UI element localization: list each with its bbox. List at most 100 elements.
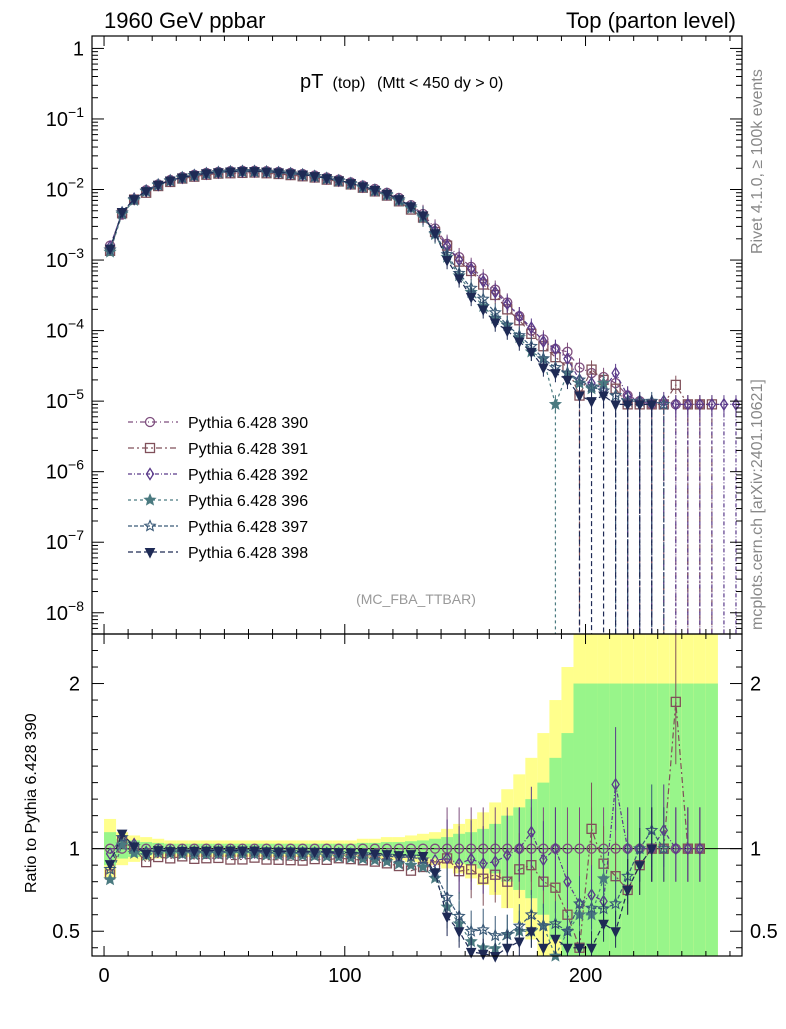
legend-marker (143, 519, 157, 532)
ratio-y-tick-label-right: 2 (750, 674, 761, 696)
ratio-y-tick-label: 0.5 (52, 921, 80, 943)
data-point (345, 179, 357, 190)
data-point (152, 180, 164, 192)
series-ratio-5 (104, 807, 658, 963)
ratio-point (105, 847, 115, 861)
ratio-point (104, 860, 116, 871)
ratio-point (550, 934, 561, 946)
ratio-point (164, 847, 176, 858)
ratio-point (249, 846, 260, 858)
y-tick-label: 10−6 (46, 457, 84, 484)
ratio-point (140, 849, 152, 861)
ratio-point (128, 842, 140, 853)
y-tick-label: 10−7 (46, 527, 84, 554)
data-point (646, 400, 658, 411)
data-point (357, 182, 369, 193)
ratio-point (598, 919, 609, 931)
ratio-point (538, 943, 549, 955)
ratio-point (501, 943, 513, 955)
ratio-series-line (109, 832, 653, 957)
ratio-point (404, 858, 418, 871)
series-line (109, 170, 652, 405)
data-point (201, 169, 212, 180)
ratio-point (551, 841, 560, 856)
y-tick-label: 10−2 (46, 175, 84, 202)
ratio-point (514, 937, 525, 949)
series-main-0 (104, 165, 706, 634)
ratio-point (261, 847, 272, 859)
ratio-point (550, 882, 561, 893)
ratio-point (609, 896, 623, 910)
data-point (671, 397, 681, 412)
legend-marker (145, 467, 155, 481)
data-point (501, 326, 513, 338)
data-point (586, 397, 597, 408)
y-tick-label: 10−1 (46, 104, 84, 131)
ratio-point (429, 843, 441, 854)
legend-marker (143, 493, 157, 506)
ratio-point (584, 901, 599, 914)
data-point (466, 262, 476, 276)
ratio-point (103, 862, 117, 875)
ratio-point (381, 850, 393, 861)
ratio-point (515, 841, 524, 856)
ratio-point (297, 847, 308, 859)
data-point (369, 185, 381, 197)
data-point (574, 391, 585, 403)
ratio-y-axis-label: Ratio to Pythia 6.428 390 (23, 713, 40, 893)
ratio-point (465, 947, 477, 959)
x-tick-label: 100 (328, 965, 361, 987)
legend-label: Pythia 6.428 390 (188, 415, 308, 432)
ratio-point (345, 848, 357, 860)
plot-title-cut: (Mtt < 450 dy > 0) (377, 75, 503, 92)
data-point (584, 379, 599, 393)
y-tick-label: 10−4 (46, 316, 84, 343)
data-point (309, 172, 320, 183)
ratio-point (563, 874, 572, 889)
ratio-point (671, 841, 681, 856)
data-point (503, 297, 512, 311)
ratio-point (369, 849, 381, 861)
ratio-point (488, 928, 502, 942)
ratio-point (201, 846, 212, 858)
data-point (572, 372, 587, 386)
ratio-point (380, 854, 394, 868)
data-point (550, 369, 561, 380)
data-point (622, 400, 633, 411)
data-point (465, 292, 477, 304)
legend-entry: Pythia 6.428 390 (128, 415, 308, 432)
ratio-point (103, 872, 117, 886)
ratio-point (489, 952, 501, 963)
ratio-point (441, 912, 453, 924)
ratio-point (357, 849, 369, 860)
legend-entry: Pythia 6.428 391 (128, 441, 308, 458)
ratio-point (333, 848, 345, 859)
ratio-point (454, 856, 464, 871)
data-point (128, 195, 140, 206)
plot-title-sub: (top) (333, 75, 366, 92)
legend-entry: Pythia 6.428 396 (128, 493, 308, 510)
ratio-y-tick-label-right: 1 (750, 839, 761, 861)
analysis-label: (MC_FBA_TTBAR) (356, 591, 476, 607)
ratio-point (273, 847, 284, 859)
data-point (237, 167, 248, 178)
ratio-point (683, 841, 693, 856)
ratio-point (417, 852, 429, 863)
legend-marker (144, 442, 156, 454)
data-point (657, 397, 671, 410)
legend-label: Pythia 6.428 396 (188, 493, 308, 510)
ratio-point (176, 846, 188, 858)
ratio-point (189, 846, 200, 858)
data-point (273, 168, 284, 179)
ratio-point (321, 848, 333, 859)
data-point (527, 320, 536, 335)
ratio-point (442, 851, 452, 866)
header-right: Top (parton level) (566, 8, 736, 33)
data-point (610, 400, 621, 411)
ratio-point (478, 856, 488, 871)
ratio-y-tick-label: 1 (69, 839, 80, 861)
ratio-point (477, 949, 489, 961)
x-tick-label: 200 (569, 965, 602, 987)
data-point (514, 337, 525, 349)
ratio-point (476, 922, 490, 936)
